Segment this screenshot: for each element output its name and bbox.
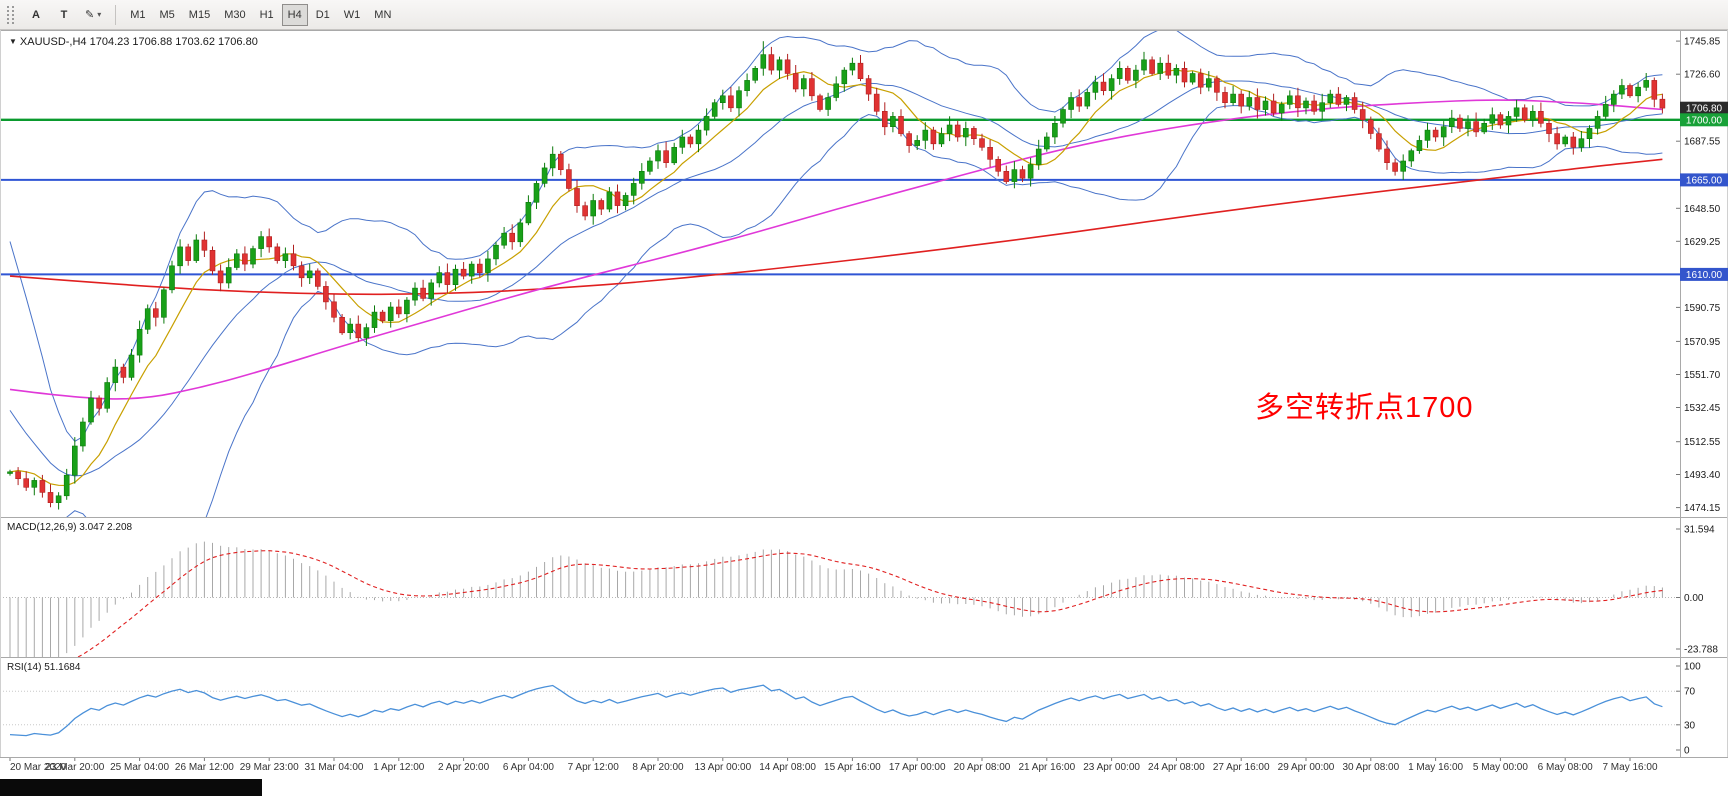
svg-text:0.00: 0.00 bbox=[1684, 593, 1704, 604]
svg-text:14 Apr 08:00: 14 Apr 08:00 bbox=[759, 762, 816, 773]
svg-text:13 Apr 00:00: 13 Apr 00:00 bbox=[694, 762, 751, 773]
chart-area[interactable]: 1745.85 1726.60 1687.55 1648.50 1629.25 1590.… bbox=[0, 30, 1728, 796]
svg-text:1726.60: 1726.60 bbox=[1684, 70, 1721, 81]
svg-text:30: 30 bbox=[1684, 720, 1696, 731]
timeframe-button-h4[interactable]: H4 bbox=[281, 3, 308, 26]
chart-annotation: 多空转折点1700 bbox=[1255, 392, 1474, 424]
svg-text:30 Apr 08:00: 30 Apr 08:00 bbox=[1342, 762, 1399, 773]
svg-text:1474.15: 1474.15 bbox=[1684, 503, 1721, 514]
text-tool-a-button[interactable]: A bbox=[23, 4, 49, 26]
svg-text:15 Apr 16:00: 15 Apr 16:00 bbox=[824, 762, 881, 773]
chart-header-text: XAUUSD-,H4 1704.23 1706.88 1703.62 1706.… bbox=[19, 36, 258, 48]
chevron-down-icon: ▾ bbox=[97, 10, 102, 19]
svg-text:1687.55: 1687.55 bbox=[1684, 137, 1721, 148]
svg-text:21 Apr 16:00: 21 Apr 16:00 bbox=[1018, 762, 1075, 773]
draw-tools-button[interactable]: ✎ ▾ bbox=[79, 4, 107, 26]
svg-text:1 May 16:00: 1 May 16:00 bbox=[1408, 762, 1463, 773]
macd-panel-layer bbox=[0, 541, 1680, 657]
svg-text:24 Apr 08:00: 24 Apr 08:00 bbox=[1148, 762, 1205, 773]
svg-text:1700.00: 1700.00 bbox=[1686, 115, 1723, 126]
svg-text:1745.85: 1745.85 bbox=[1684, 37, 1721, 48]
svg-text:-23.788: -23.788 bbox=[1684, 645, 1718, 656]
svg-text:31.594: 31.594 bbox=[1684, 525, 1715, 536]
svg-text:7 May 16:00: 7 May 16:00 bbox=[1602, 762, 1657, 773]
svg-text:27 Apr 16:00: 27 Apr 16:00 bbox=[1213, 762, 1270, 773]
chart-symbol-ohlc: ▼ XAUUSD-,H4 1704.23 1706.88 1703.62 1706… bbox=[9, 36, 258, 48]
svg-text:1532.45: 1532.45 bbox=[1684, 403, 1721, 414]
svg-text:29 Apr 00:00: 29 Apr 00:00 bbox=[1278, 762, 1335, 773]
svg-text:7 Apr 12:00: 7 Apr 12:00 bbox=[568, 762, 620, 773]
pencil-icon: ✎ bbox=[85, 9, 95, 21]
svg-text:1648.50: 1648.50 bbox=[1684, 204, 1721, 215]
timeframe-button-d1[interactable]: D1 bbox=[310, 4, 336, 26]
svg-text:29 Mar 23:00: 29 Mar 23:00 bbox=[240, 762, 299, 773]
svg-text:5 May 00:00: 5 May 00:00 bbox=[1473, 762, 1528, 773]
svg-text:0: 0 bbox=[1684, 746, 1690, 757]
svg-text:25 Mar 04:00: 25 Mar 04:00 bbox=[110, 762, 169, 773]
svg-text:1512.55: 1512.55 bbox=[1684, 437, 1721, 448]
svg-text:23 Apr 00:00: 23 Apr 00:00 bbox=[1083, 762, 1140, 773]
svg-text:1 Apr 12:00: 1 Apr 12:00 bbox=[373, 762, 425, 773]
svg-text:8 Apr 20:00: 8 Apr 20:00 bbox=[632, 762, 684, 773]
price-panel-layer bbox=[0, 30, 1680, 517]
svg-text:17 Apr 00:00: 17 Apr 00:00 bbox=[889, 762, 946, 773]
toolbar-separator bbox=[115, 4, 117, 25]
timeframe-button-m1[interactable]: M1 bbox=[124, 4, 151, 26]
axes-layer: 1745.85 1726.60 1687.55 1648.50 1629.25 1590.… bbox=[0, 30, 1728, 773]
svg-text:100: 100 bbox=[1684, 662, 1701, 673]
svg-text:6 Apr 04:00: 6 Apr 04:00 bbox=[503, 762, 555, 773]
timeframe-button-h1[interactable]: H1 bbox=[254, 4, 280, 26]
svg-text:1665.00: 1665.00 bbox=[1686, 175, 1723, 186]
svg-text:70: 70 bbox=[1684, 687, 1696, 698]
chart-canvas: 1745.85 1726.60 1687.55 1648.50 1629.25 1590.… bbox=[0, 30, 1728, 773]
text-tool-t-button[interactable]: T bbox=[51, 4, 77, 26]
timeframe-button-m15[interactable]: M15 bbox=[183, 4, 216, 26]
svg-text:31 Mar 04:00: 31 Mar 04:00 bbox=[305, 762, 364, 773]
svg-text:1629.25: 1629.25 bbox=[1684, 237, 1721, 248]
timeframe-button-m30[interactable]: M30 bbox=[218, 4, 251, 26]
macd-label: MACD(12,26,9) 3.047 2.208 bbox=[7, 522, 133, 533]
collapse-icon: ▼ bbox=[9, 37, 17, 46]
timeframe-button-w1[interactable]: W1 bbox=[338, 4, 367, 26]
svg-text:20 Mar 2020: 20 Mar 2020 bbox=[10, 762, 67, 773]
timeframe-button-m5[interactable]: M5 bbox=[154, 4, 181, 26]
svg-text:6 May 08:00: 6 May 08:00 bbox=[1538, 762, 1593, 773]
rsi-panel-layer bbox=[0, 684, 1680, 737]
top-toolbar: A T ✎ ▾ M1 M5 M15 M30 H1 H4 D1 W1 MN bbox=[0, 0, 1728, 30]
svg-text:1493.40: 1493.40 bbox=[1684, 470, 1721, 481]
svg-text:1590.75: 1590.75 bbox=[1684, 303, 1721, 314]
svg-text:2 Apr 20:00: 2 Apr 20:00 bbox=[438, 762, 490, 773]
rsi-label: RSI(14) 51.1684 bbox=[7, 662, 81, 673]
svg-text:1570.95: 1570.95 bbox=[1684, 337, 1721, 348]
svg-text:1610.00: 1610.00 bbox=[1686, 270, 1723, 281]
svg-text:1551.70: 1551.70 bbox=[1684, 370, 1721, 381]
timeframe-button-mn[interactable]: MN bbox=[368, 4, 397, 26]
svg-text:20 Apr 08:00: 20 Apr 08:00 bbox=[954, 762, 1011, 773]
toolbar-grip-icon[interactable] bbox=[7, 5, 14, 24]
background-window-fragment[interactable] bbox=[0, 779, 262, 796]
svg-text:26 Mar 12:00: 26 Mar 12:00 bbox=[175, 762, 234, 773]
svg-text:1706.80: 1706.80 bbox=[1686, 104, 1723, 115]
svg-text:23 Mar 20:00: 23 Mar 20:00 bbox=[45, 762, 104, 773]
